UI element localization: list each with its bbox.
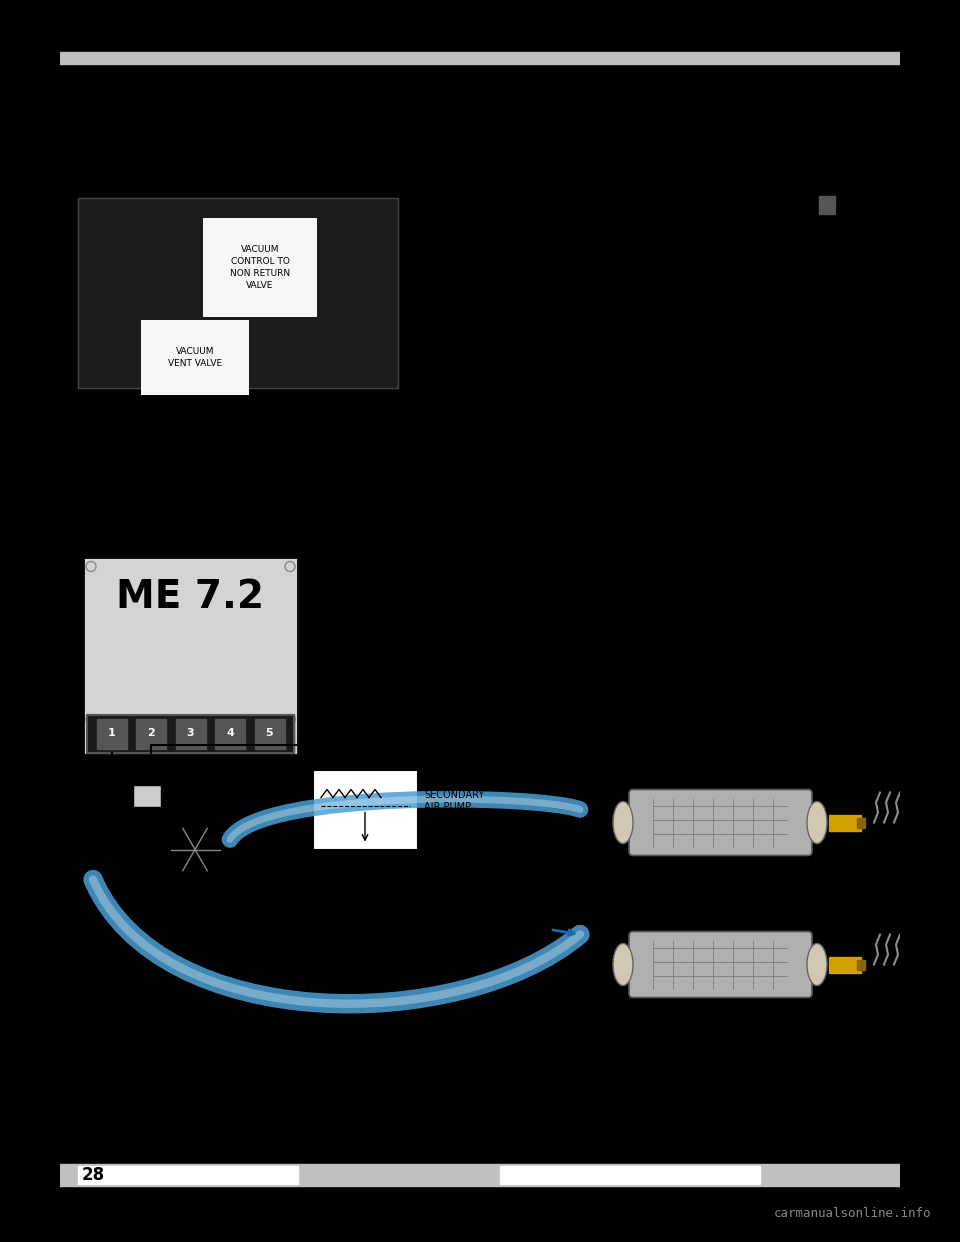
Text: VACUUM
VENT
VALVE: VACUUM VENT VALVE — [73, 795, 118, 830]
Text: injected into the exhaust system. This helps to “fine tune” the sec-: injected into the exhaust system. This h… — [316, 578, 808, 592]
Text: tinues to operate for a max. of 2 minutes at idle speed.: tinues to operate for a max. of 2 minute… — [78, 473, 485, 488]
Text: AIR DELIVERY TUBE WITH O RING
CONNECTIONS TO CYLINDER HEADS: AIR DELIVERY TUBE WITH O RING CONNECTION… — [609, 333, 785, 355]
Text: carmanualsonline.info: carmanualsonline.info — [774, 1207, 931, 1220]
Text: 3: 3 — [186, 729, 194, 739]
Bar — [829, 815, 861, 831]
Text: into the exhaust system which reduces the time to catalytic con-: into the exhaust system which reduces th… — [316, 611, 793, 626]
Text: The system consists of the same components as previous systems with V8 specific : The system consists of the same componen… — [78, 145, 729, 160]
Bar — [87, 714, 294, 753]
Text: ME 7.2 contributes an additional correction factor for secondary air “on” time w: ME 7.2 contributes an additional correct… — [78, 503, 752, 518]
Text: 1: 1 — [108, 729, 115, 739]
Text: NON: NON — [538, 184, 563, 194]
Text: This sensor provides a base value to calculate the air mass being: This sensor provides a base value to cal… — [316, 561, 797, 576]
Bar — [78, 1166, 298, 1184]
Text: The DME ME7.2 control unit controls the vacuum vent valve and the secondary air : The DME ME7.2 control unit controls the … — [78, 410, 728, 425]
Text: 5: 5 — [266, 729, 274, 739]
Bar — [78, 197, 398, 388]
FancyBboxPatch shape — [629, 932, 812, 997]
Bar — [87, 714, 294, 753]
Bar — [77, 83, 425, 106]
Ellipse shape — [807, 944, 827, 985]
Bar — [176, 719, 205, 749]
Text: tion pump relay separately but simultaneously.: tion pump relay separately but simultane… — [78, 426, 424, 441]
Text: ME 7.2: ME 7.2 — [116, 579, 264, 616]
Bar — [500, 1166, 760, 1184]
Text: ondary air injection “on” time, optimizing the necessary air flow: ondary air injection “on” time, optimizi… — [316, 595, 785, 610]
Bar — [136, 719, 166, 749]
Text: VACUUM
VENT VALVE: VACUUM VENT VALVE — [168, 348, 222, 369]
Text: tions.: tions. — [78, 161, 119, 178]
Ellipse shape — [613, 944, 633, 985]
Text: VACUUM: VACUUM — [386, 184, 434, 194]
Text: SECONDARY
AIR PUMP
RELAY: SECONDARY AIR PUMP RELAY — [424, 790, 484, 825]
Ellipse shape — [613, 801, 633, 843]
Text: +: + — [323, 744, 333, 758]
Bar — [254, 719, 284, 749]
FancyBboxPatch shape — [83, 556, 298, 754]
Bar — [78, 197, 398, 388]
Ellipse shape — [807, 801, 827, 843]
Text: 2: 2 — [147, 729, 155, 739]
Text: 4: 4 — [226, 729, 234, 739]
Bar — [829, 956, 861, 972]
Text: PUMP/MOTOR: PUMP/MOTOR — [812, 184, 888, 194]
Bar — [97, 719, 127, 749]
Bar — [60, 1164, 900, 1186]
Bar — [60, 52, 900, 65]
Text: AIR PUMP SUPPLY HOSE: AIR PUMP SUPPLY HOSE — [555, 207, 671, 217]
Bar — [133, 785, 161, 806]
Text: 28: 28 — [82, 1166, 106, 1184]
Text: verter light-off.: verter light-off. — [316, 627, 426, 642]
Bar — [313, 770, 418, 850]
Text: +: + — [343, 744, 353, 758]
Bar — [215, 719, 245, 749]
Text: The secondary air pump operates at a start temperature of between 10°C and 40°C.: The secondary air pump operates at a sta… — [78, 457, 751, 472]
Text: Secondary air injections required to pre-heat the catalytic converters for OBD I: Secondary air injections required to pre… — [78, 129, 755, 144]
Text: tional input from the integral ambient barometric pressure sensor.: tional input from the integral ambient b… — [78, 520, 565, 535]
Text: SECONDARY AIR INJECTION: SECONDARY AIR INJECTION — [78, 84, 374, 104]
Bar — [77, 106, 883, 107]
Bar — [857, 960, 865, 970]
Bar — [857, 817, 865, 827]
FancyBboxPatch shape — [629, 790, 812, 856]
Text: VACUUM
CONTROL TO
NON RETURN
VALVE: VACUUM CONTROL TO NON RETURN VALVE — [230, 246, 290, 289]
Bar — [819, 195, 835, 214]
